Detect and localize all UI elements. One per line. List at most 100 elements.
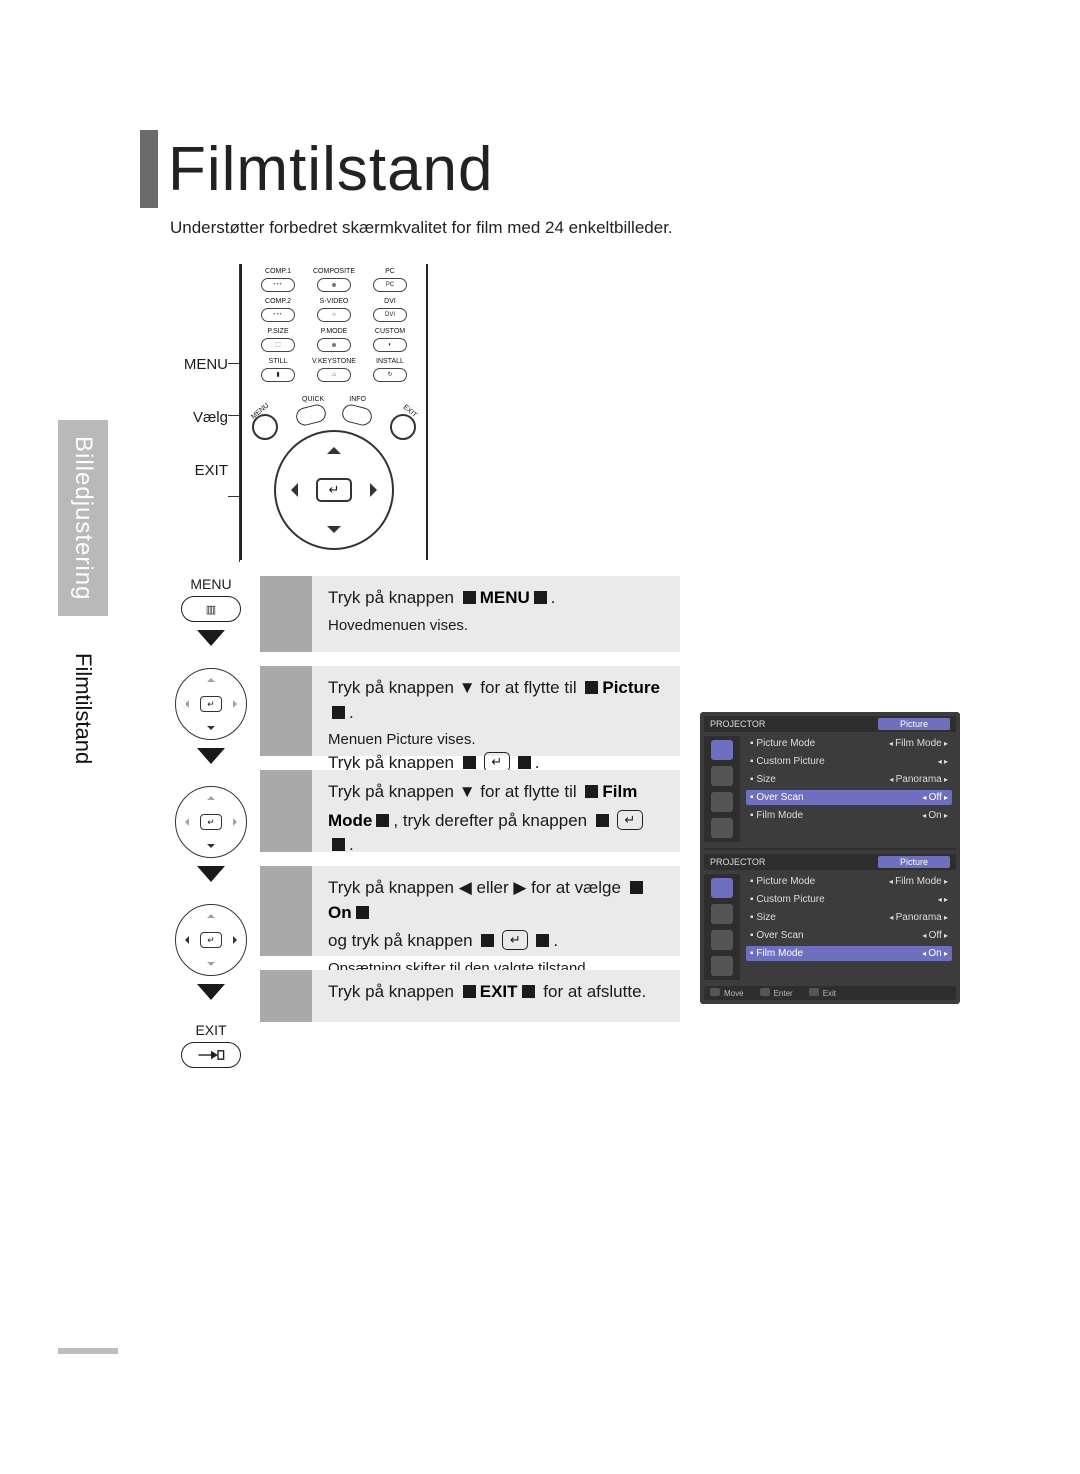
osd-footer-item: Enter: [760, 988, 793, 998]
osd-rows: Picture ModeFilm ModeCustom PictureSizeP…: [746, 874, 956, 980]
down-arrow-icon: [197, 984, 225, 1014]
menu-button-icon: ▥: [181, 596, 241, 622]
remote-lab: P.MODE: [306, 328, 362, 335]
remote-button-grid: COMP.1 COMPOSITE PC PC COMP.2 S-VIDEO DV…: [250, 268, 418, 386]
remote-btn: [317, 338, 351, 352]
exit-label: EXIT: [171, 1022, 251, 1038]
step-bold: Picture: [602, 676, 660, 701]
step-text: .: [349, 703, 354, 722]
sidebar-category-label: Billedjustering: [69, 436, 97, 600]
step-number-col: [260, 970, 312, 1022]
remote-btn: ↻: [373, 368, 407, 382]
step-text: , tryk derefter på knappen: [393, 811, 587, 830]
step-body: Tryk på knappen MENU. Hovedmenuen vises.: [312, 576, 680, 652]
remote-lab: COMPOSITE: [306, 268, 362, 275]
remote-lab: PC: [362, 268, 418, 275]
remote-diagram: MENU Vælg EXIT COMP.1 COMPOSITE PC PC CO…: [158, 264, 438, 562]
osd-row: Picture ModeFilm Mode: [746, 736, 952, 751]
enter-key-icon: [617, 810, 643, 830]
osd-row: Over ScanOff: [746, 790, 952, 805]
enter-key-icon: [502, 930, 528, 950]
remote-callout-exit: EXIT: [158, 462, 228, 479]
square-icon: [463, 756, 476, 769]
step-row: Tryk på knappen ▼ for at flytte til Pict…: [260, 666, 680, 756]
step-row: Tryk på knappen ▼ for at flytte til Film…: [260, 770, 680, 852]
osd-preview-1: PROJECTOR Picture Picture ModeFilm Mode C…: [700, 712, 960, 866]
page: Filmtilstand Understøtter forbedret skær…: [0, 0, 1080, 1474]
title-accent: [140, 130, 158, 208]
square-icon: [463, 591, 476, 604]
step-bold: Mode: [328, 809, 372, 834]
remote-lab: CUSTOM: [362, 328, 418, 335]
step-row: Tryk på knappen MENU. Hovedmenuen vises.: [260, 576, 680, 652]
remote-callout-lines: [228, 264, 240, 562]
step-sub: Menuen Picture vises.: [328, 729, 664, 751]
remote-btn: ⬚: [261, 338, 295, 352]
remote-callout-menu: MENU: [158, 356, 228, 373]
remote-lab: S-VIDEO: [306, 298, 362, 305]
step-number-col: [260, 576, 312, 652]
osd-side-icon: [711, 904, 733, 924]
osd-side-icon: [711, 766, 733, 786]
remote-lab: STILL: [250, 358, 306, 365]
remote-lab: INSTALL: [362, 358, 418, 365]
square-icon: [518, 756, 531, 769]
osd-brand: PROJECTOR: [710, 857, 765, 867]
remote-btn: DVI: [373, 308, 407, 322]
remote-lab: DVI: [362, 298, 418, 305]
step-icon-column: MENU ▥ ↵ ↵ ↵ EXIT: [162, 576, 260, 1068]
remote-callout-labels: MENU Vælg EXIT: [158, 356, 228, 515]
step-text: Tryk på knappen ▼ for at flytte til: [328, 678, 577, 697]
square-icon: [332, 838, 345, 851]
step-sub: Hovedmenuen vises.: [328, 615, 664, 637]
osd-side-icon: [711, 818, 733, 838]
page-footer-bar: [58, 1348, 118, 1354]
down-arrow-icon: [197, 748, 225, 778]
square-icon: [332, 706, 345, 719]
step-row: Tryk på knappen EXIT for at afslutte.: [260, 970, 680, 1022]
osd-side-icon: [711, 956, 733, 976]
osd-preview-2: PROJECTOR Picture Picture ModeFilm ModeC…: [700, 850, 960, 1004]
step-text: .: [553, 931, 558, 950]
square-icon: [376, 814, 389, 827]
down-arrow-icon: [197, 630, 225, 660]
remote-callout-select: Vælg: [158, 409, 228, 426]
osd-row: Custom Picture: [746, 754, 952, 769]
step-icon-menu: MENU ▥: [171, 576, 251, 622]
osd-brand: PROJECTOR: [710, 719, 765, 729]
step-bold: Film: [602, 780, 637, 805]
step-text: .: [349, 835, 354, 854]
osd-side-icon: [711, 930, 733, 950]
osd-header: PROJECTOR Picture: [704, 854, 956, 870]
dpad-icon: ↵: [175, 786, 247, 858]
remote-lab: P.SIZE: [250, 328, 306, 335]
osd-footer-item: Move: [710, 988, 744, 998]
remote-lab: V.KEYSTONE: [306, 358, 362, 365]
osd-footer: Move Enter Exit: [704, 986, 956, 1000]
step-bold: MENU: [480, 586, 530, 611]
osd-sidebar: [704, 874, 740, 980]
osd-rows: Picture ModeFilm ModeCustom PictureSizeP…: [746, 736, 956, 842]
square-icon: [536, 934, 549, 947]
remote-btn: ⌂: [317, 368, 351, 382]
sidebar-section: Filmtilstand: [58, 636, 108, 782]
square-icon: [630, 881, 643, 894]
remote-info-button: [340, 403, 373, 428]
page-title: Filmtilstand: [168, 134, 494, 205]
remote-lab: COMP.2: [250, 298, 306, 305]
step-text: for at afslutte.: [543, 982, 646, 1001]
remote-btn: ◐: [373, 338, 407, 352]
step-text: Tryk på knappen ◀ eller ▶ for at vælge: [328, 878, 621, 897]
osd-side-icon: [711, 878, 733, 898]
step-icon-exit: EXIT: [171, 1022, 251, 1068]
step-text: Tryk på knappen: [328, 982, 454, 1001]
osd-header: PROJECTOR Picture: [704, 716, 956, 732]
exit-button-icon: [181, 1042, 241, 1068]
step-body: Tryk på knappen EXIT for at afslutte.: [312, 970, 680, 1022]
remote-btn: [261, 308, 295, 322]
osd-row: Film ModeOn: [746, 808, 952, 823]
osd-side-icon: [711, 792, 733, 812]
step-body: Tryk på knappen ▼ for at flytte til Pict…: [312, 666, 680, 756]
osd-footer-item: Exit: [809, 988, 836, 998]
osd-side-icon: [711, 740, 733, 760]
